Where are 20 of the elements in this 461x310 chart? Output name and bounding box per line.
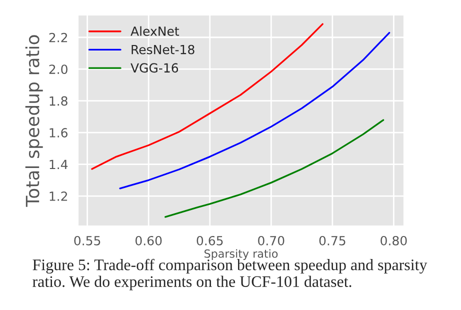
legend-label: VGG-16 <box>130 63 178 73</box>
caption: Figure 5: Trade-off comparison between speedup and sparsity ratio. We do experiments on the UCF-101 dataset. <box>32 258 428 290</box>
y-tick-label: 1.6 <box>50 128 68 138</box>
y-tick-label: 2.2 <box>49 32 68 42</box>
x-axis-title: Sparsity ratio <box>204 249 278 260</box>
x-tick-label: 0.55 <box>74 236 100 246</box>
y-axis-title: Total speedup ratio <box>25 35 43 207</box>
line-series <box>91 23 324 170</box>
x-tick-label: 0.60 <box>136 236 162 246</box>
x-tick-label: 0.80 <box>380 236 407 246</box>
y-tick-label: 1.4 <box>50 160 68 170</box>
x-tick-label: 0.70 <box>258 236 284 246</box>
line-series <box>164 119 384 218</box>
y-tick-label: 1.2 <box>50 191 68 201</box>
legend-label: ResNet-18 <box>132 44 194 54</box>
legend-label: AlexNet <box>130 26 180 36</box>
x-tick-label: 0.75 <box>319 236 346 246</box>
y-tick-label: 2.0 <box>49 64 68 74</box>
x-tick-label: 0.65 <box>196 236 223 246</box>
y-tick-label: 1.8 <box>50 96 68 106</box>
